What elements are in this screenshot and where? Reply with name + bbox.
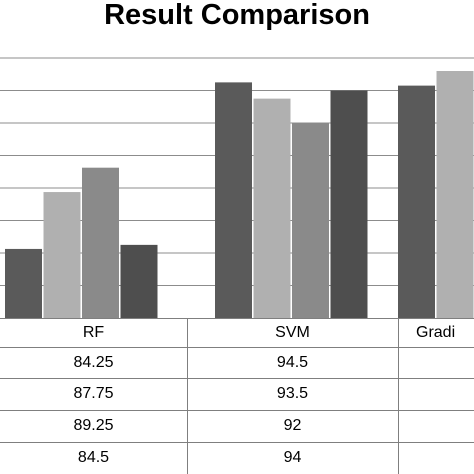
bar-gradi-2 [436, 71, 474, 318]
table-cell-value: 94.5 [276, 354, 309, 371]
category-label: Gradi [416, 324, 456, 341]
bar-rf-1 [5, 248, 42, 318]
bar-chart-plot [0, 57, 474, 318]
table-column-divider [187, 318, 188, 474]
table-column-divider [398, 318, 399, 474]
category-label: RF [82, 324, 105, 341]
table-cell-value: 94 [283, 449, 302, 466]
bar-svm-2 [253, 98, 291, 318]
bar-svm-3 [292, 123, 329, 318]
table-row-divider [0, 410, 474, 411]
bar-rf-2 [43, 192, 81, 318]
table-cell-value: 93.5 [276, 385, 309, 402]
table-cell-value: 84.25 [73, 354, 114, 371]
table-row-divider [0, 442, 474, 443]
chart-title: Result Comparison [104, 0, 370, 31]
bar-rf-4 [120, 244, 158, 318]
table-cell-value: 92 [283, 417, 302, 434]
table-cell-value: 87.75 [73, 385, 114, 402]
category-label: SVM [275, 324, 310, 341]
table-cell-value: 84.5 [77, 449, 110, 466]
table-row-divider [0, 378, 474, 379]
bar-gradi-1 [398, 85, 435, 318]
bar-svm-1 [215, 82, 252, 318]
table-row-divider [0, 347, 474, 348]
bar-svm-4 [330, 90, 368, 318]
table-cell-value: 89.25 [73, 417, 114, 434]
table-row-divider [0, 318, 474, 319]
bar-rf-3 [82, 167, 119, 318]
